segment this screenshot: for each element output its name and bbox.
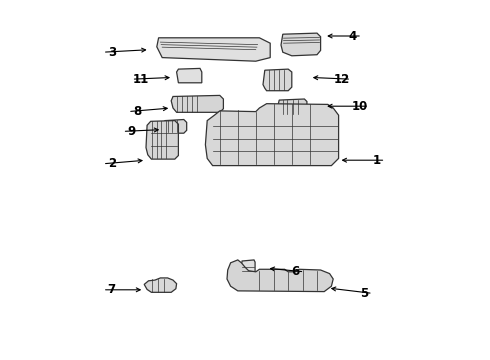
Text: 2: 2 <box>108 157 116 170</box>
Polygon shape <box>205 104 339 166</box>
Polygon shape <box>162 120 187 133</box>
Polygon shape <box>144 278 176 292</box>
Polygon shape <box>227 260 333 292</box>
Polygon shape <box>157 38 270 61</box>
Text: 12: 12 <box>334 73 350 86</box>
Text: 8: 8 <box>133 105 141 118</box>
Polygon shape <box>176 68 202 83</box>
Text: 9: 9 <box>127 125 136 138</box>
Polygon shape <box>263 69 292 91</box>
Text: 1: 1 <box>372 154 380 167</box>
Text: 10: 10 <box>352 100 368 113</box>
Text: 3: 3 <box>108 46 116 59</box>
Polygon shape <box>281 33 320 56</box>
Polygon shape <box>146 121 178 159</box>
Polygon shape <box>242 260 255 276</box>
Text: 7: 7 <box>108 283 116 296</box>
Text: 6: 6 <box>291 265 299 278</box>
Polygon shape <box>171 95 223 112</box>
Text: 5: 5 <box>360 287 368 300</box>
Text: 4: 4 <box>349 30 357 42</box>
Text: 11: 11 <box>132 73 149 86</box>
Polygon shape <box>277 99 307 115</box>
